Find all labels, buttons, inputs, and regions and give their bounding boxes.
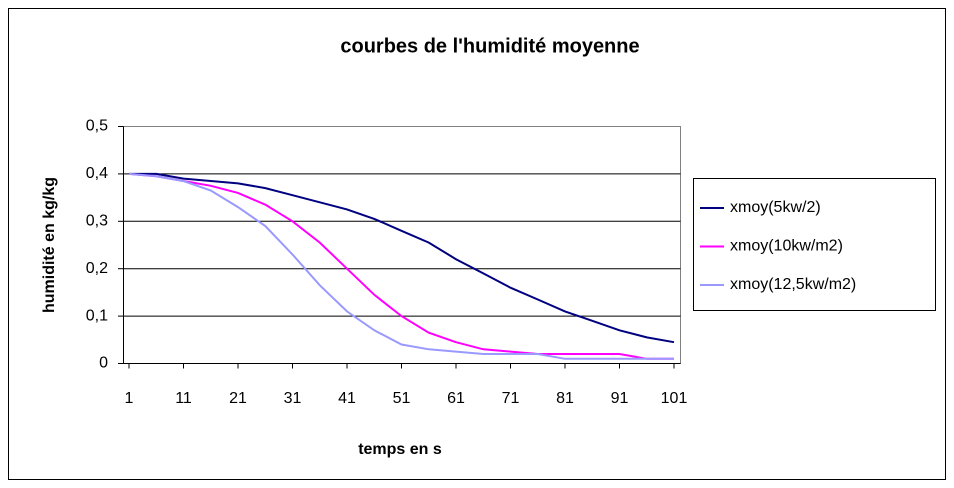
y-tick-label: 0,5 xyxy=(86,118,108,135)
x-axis-label: temps en s xyxy=(358,441,442,458)
plot-area xyxy=(123,126,681,364)
x-tick-label: 61 xyxy=(447,390,465,407)
y-tick-label: 0,3 xyxy=(86,213,108,230)
x-tick-label: 1 xyxy=(125,390,134,407)
y-tick-label: 0,2 xyxy=(86,260,108,277)
y-axis-label: humidité en kg/kg xyxy=(41,177,58,313)
x-tick-label: 11 xyxy=(175,390,192,407)
x-tick-label: 51 xyxy=(393,390,411,407)
series-line xyxy=(128,172,674,360)
legend-label: xmoy(10kw/m2) xyxy=(730,238,843,255)
x-tick-label: 41 xyxy=(338,390,356,407)
legend-label: xmoy(5kw/2) xyxy=(730,199,821,216)
legend xyxy=(693,178,936,311)
x-tick-label: 81 xyxy=(556,390,574,407)
series-line xyxy=(129,172,675,344)
legend-label: xmoy(12,5kw/m2) xyxy=(730,276,856,293)
y-tick-label: 0,4 xyxy=(86,165,108,182)
x-tick-label: 31 xyxy=(284,390,302,407)
chart-title: courbes de l'humidité moyenne xyxy=(340,35,639,57)
y-tick-label: 0 xyxy=(99,355,108,372)
x-tick-label: 91 xyxy=(611,390,629,407)
x-tick-label: 71 xyxy=(502,390,520,407)
series-line xyxy=(128,172,674,360)
x-tick-label: 21 xyxy=(229,390,247,407)
y-tick-label: 0,1 xyxy=(86,307,108,324)
x-tick-label: 101 xyxy=(661,390,688,407)
